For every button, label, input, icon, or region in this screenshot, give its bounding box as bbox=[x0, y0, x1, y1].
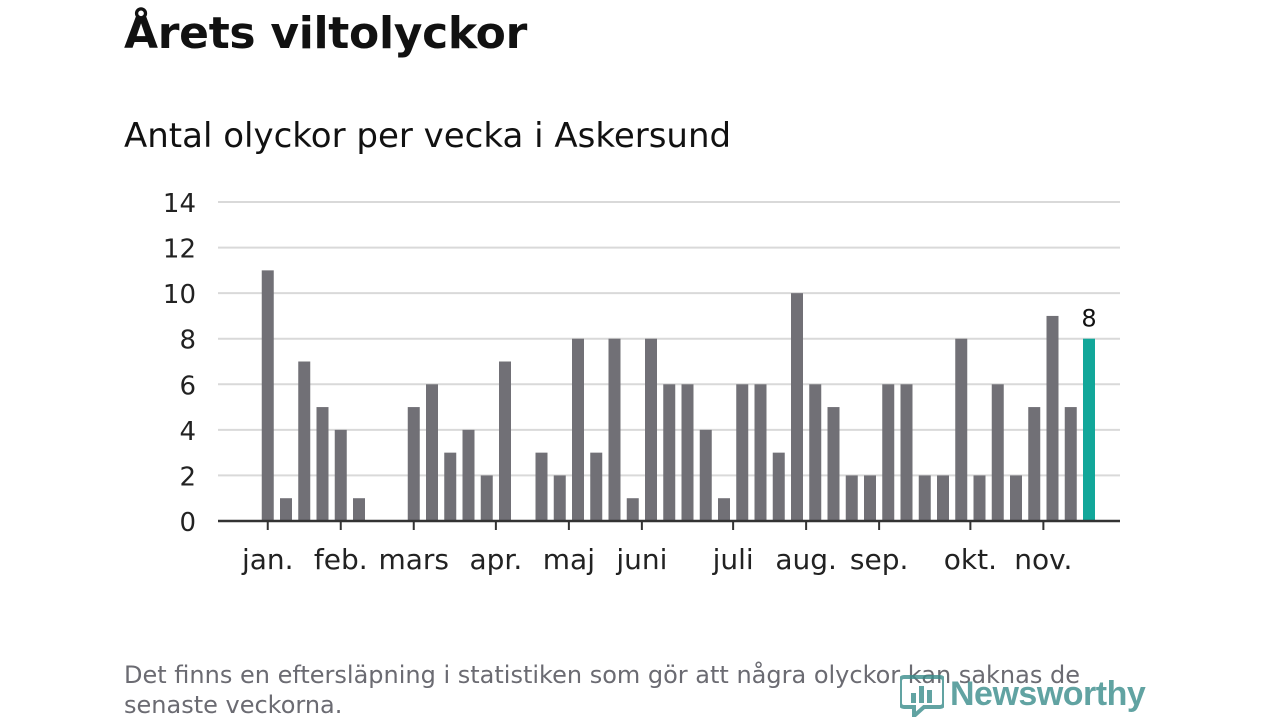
bar bbox=[864, 475, 876, 521]
data-label: 8 bbox=[1081, 305, 1096, 333]
y-tick-label: 4 bbox=[179, 417, 196, 447]
x-tick-label: feb. bbox=[314, 543, 368, 576]
y-tick-label: 6 bbox=[179, 371, 196, 401]
bar bbox=[736, 384, 749, 521]
bar bbox=[955, 338, 968, 521]
y-tick-label: 0 bbox=[179, 508, 196, 538]
newsworthy-logo-icon bbox=[900, 675, 944, 717]
bar bbox=[626, 498, 639, 521]
bar bbox=[681, 384, 694, 521]
y-tick-label: 2 bbox=[179, 462, 196, 492]
bar bbox=[608, 338, 621, 521]
chart-subtitle: Antal olyckor per vecka i Askersund bbox=[124, 116, 732, 156]
bar bbox=[772, 452, 785, 521]
x-tick-label: maj bbox=[543, 543, 595, 576]
bar bbox=[937, 475, 949, 521]
bar bbox=[754, 384, 767, 521]
bar bbox=[791, 293, 803, 521]
bar bbox=[444, 452, 457, 521]
y-axis-ticks: 0 2 4 6 8 10 12 14 bbox=[163, 189, 196, 538]
bar bbox=[499, 361, 511, 521]
bar bbox=[535, 452, 548, 521]
bar bbox=[572, 338, 584, 521]
newsworthy-logo-text: Newsworthy bbox=[950, 674, 1146, 713]
bar bbox=[718, 498, 730, 521]
bar bbox=[426, 384, 438, 521]
newsworthy-logo: Newsworthy bbox=[900, 668, 1146, 720]
x-tick-label: mars bbox=[378, 543, 449, 576]
bar bbox=[1010, 475, 1022, 521]
bar bbox=[663, 384, 676, 521]
bar bbox=[918, 475, 931, 521]
bar bbox=[480, 475, 493, 521]
x-tick-label: juni bbox=[615, 543, 667, 576]
bar-highlight bbox=[1083, 338, 1095, 521]
bar bbox=[462, 429, 475, 521]
y-tick-label: 8 bbox=[179, 326, 196, 356]
bar bbox=[407, 407, 420, 521]
bar bbox=[334, 429, 347, 521]
x-axis-ticks: jan. feb. mars apr. maj juni juli aug. sep. okt. n… bbox=[241, 521, 1072, 576]
bar bbox=[1064, 407, 1077, 521]
bar bbox=[809, 384, 822, 521]
bar bbox=[645, 338, 657, 521]
bar bbox=[1028, 407, 1041, 521]
bar bbox=[882, 384, 895, 521]
bar bbox=[316, 407, 329, 521]
bar bbox=[353, 498, 365, 521]
chart-title: Årets viltolyckor bbox=[124, 8, 527, 59]
bar bbox=[973, 475, 986, 521]
x-tick-label: nov. bbox=[1014, 543, 1072, 576]
bar bbox=[280, 498, 292, 521]
bar bbox=[900, 384, 913, 521]
y-tick-label: 12 bbox=[163, 235, 196, 265]
bar bbox=[553, 475, 566, 521]
x-tick-label: aug. bbox=[775, 543, 837, 576]
bar bbox=[1046, 315, 1059, 521]
y-tick-label: 14 bbox=[163, 189, 196, 219]
bar bbox=[261, 270, 274, 521]
x-tick-label: jan. bbox=[241, 543, 294, 576]
bar bbox=[991, 384, 1004, 521]
x-tick-label: juli bbox=[712, 543, 754, 576]
bar bbox=[845, 475, 858, 521]
x-tick-label: okt. bbox=[944, 543, 997, 576]
y-tick-label: 10 bbox=[163, 280, 196, 310]
bar-chart: 0 2 4 6 8 10 12 14 8 jan. feb. mars apr. maj juni jul… bbox=[163, 189, 1120, 576]
x-tick-label: sep. bbox=[850, 543, 909, 576]
bar bbox=[699, 429, 712, 521]
bar bbox=[298, 361, 311, 521]
x-tick-label: apr. bbox=[469, 543, 522, 576]
bar bbox=[590, 452, 603, 521]
bar bbox=[827, 407, 840, 521]
bars: 8 bbox=[261, 270, 1097, 521]
